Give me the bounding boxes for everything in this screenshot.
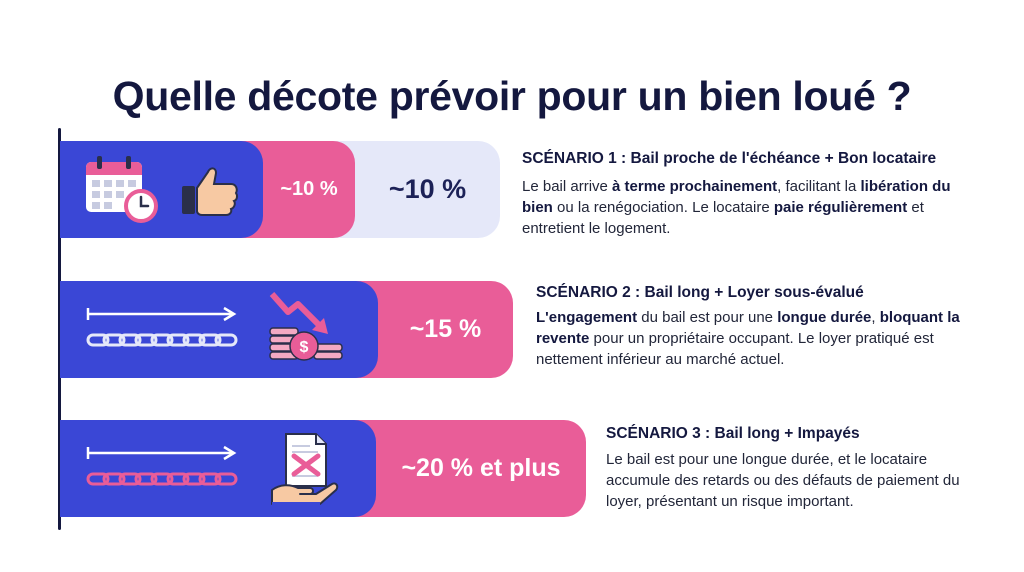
scenario-2-value: ~15 % [409,315,482,343]
scenario-1-badge: ~10 % [280,178,338,200]
emphasis-text: paie régulièrement [773,199,908,216]
unpaid-invoice-hand-icon [271,433,339,506]
emphasis-text: libération du bien [522,178,951,216]
scenario-1-description: Le bail arrive à terme prochainement, fa… [522,176,962,239]
description-text: et entretient le logement. [522,199,924,237]
description-text: Le bail arrive [522,178,613,195]
scenario-2-description: L'engagement du bail est pour une longue… [536,307,972,370]
emphasis-text: longue durée [777,309,872,326]
page-title: Quelle décote prévoir pour un bien loué … [112,73,912,120]
thumbs-up-icon [182,167,239,216]
scenario-3-value: ~20 % et plus [401,454,561,482]
svg-text:$: $ [300,339,309,356]
description-text: pour un propriétaire occupant. Le loyer … [536,330,934,368]
calendar-clock-icon [86,156,158,223]
emphasis-text: bloquant la revente [536,309,960,347]
scenario-3-title: SCÉNARIO 3 : Bail long + Impayés [606,425,860,442]
description-text: du bail est pour une [637,309,778,326]
long-arrow-chain-icon [86,306,238,347]
scenario-1-title: SCÉNARIO 1 : Bail proche de l'échéance +… [522,150,937,167]
description-text: ou la renégociation. Le locataire [552,199,774,216]
emphasis-text: à terme prochainement [612,178,778,195]
description-text: , facilitant la [777,178,861,195]
description-text: , [871,309,880,326]
description-text: Le bail est pour une longue durée, et le… [606,451,960,510]
emphasis-text: L'engagement [536,309,638,326]
long-arrow-chain-icon [86,445,238,486]
scenario-3-description: Le bail est pour une longue durée, et le… [606,449,978,512]
scenario-2-title: SCÉNARIO 2 : Bail long + Loyer sous-éval… [536,284,864,301]
scenario-1-value: ~10 % [388,174,467,204]
falling-coins-icon: $ [269,292,343,361]
timeline-line [58,128,61,530]
